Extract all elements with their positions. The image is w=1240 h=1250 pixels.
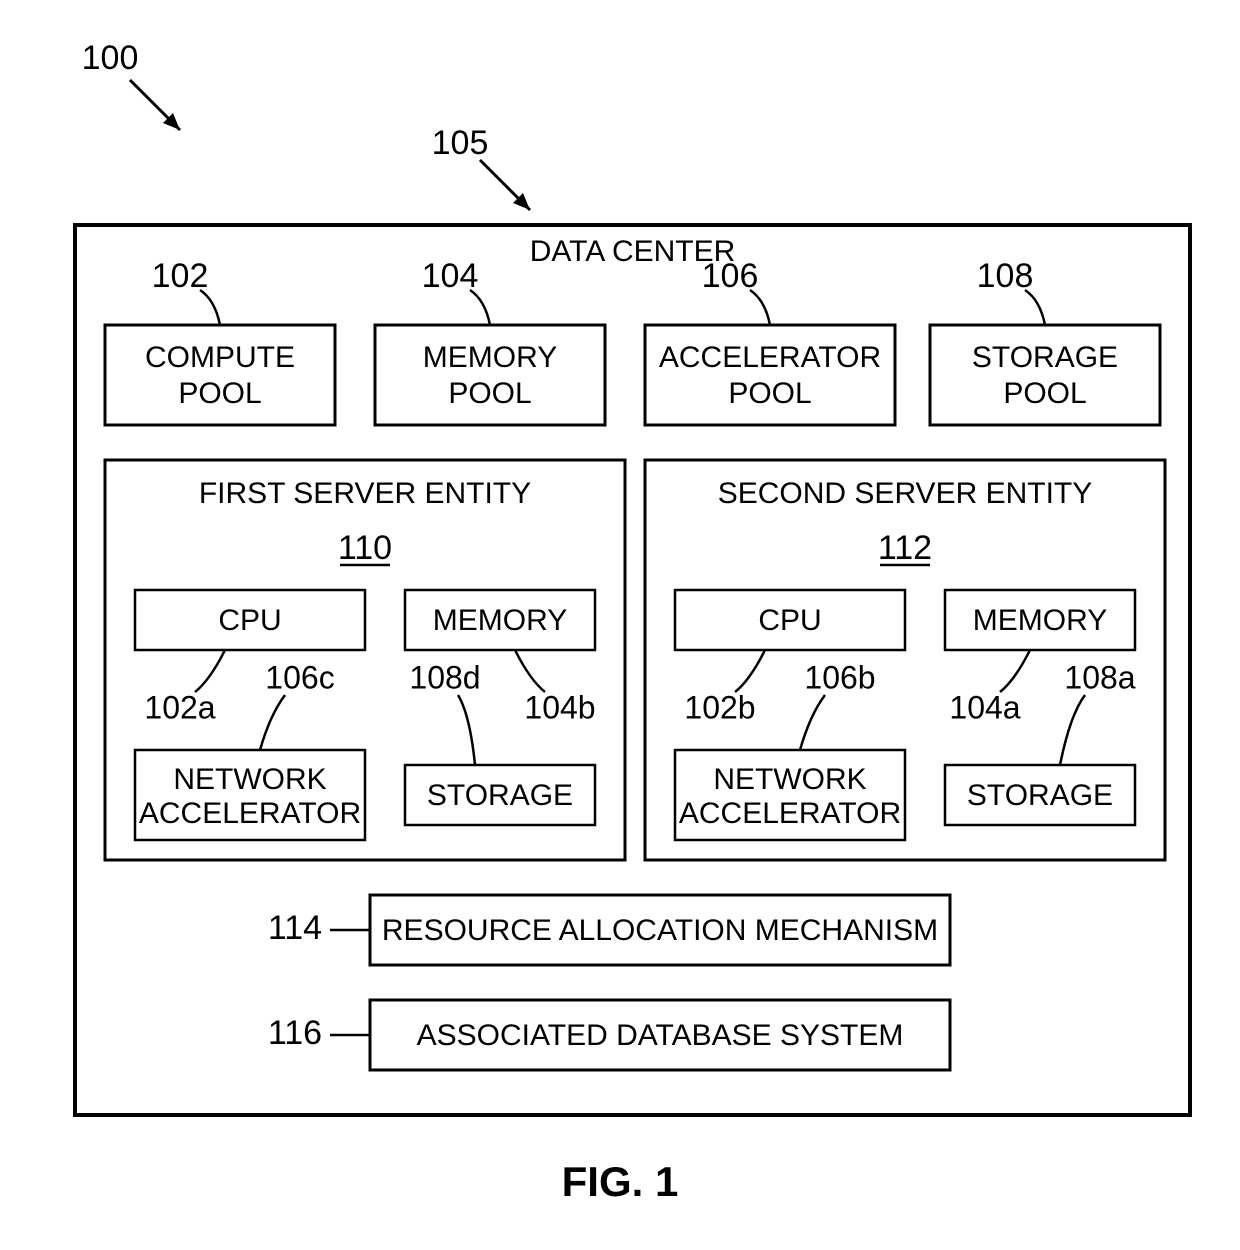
pool-storage-l1: STORAGE (972, 341, 1118, 374)
bottom-ram-label: RESOURCE ALLOCATION MECHANISM (382, 914, 938, 947)
server-first-r108d: 108d (409, 659, 480, 695)
server-first-title: FIRST SERVER ENTITY (199, 477, 531, 510)
server-first-memory-label: MEMORY (433, 604, 567, 637)
pool-memory-ref: 104 (422, 257, 479, 295)
ref-105: 105 (432, 124, 489, 162)
server-second-r108a: 108a (1064, 659, 1135, 695)
server-second-netacc-l2: ACCELERATOR (679, 797, 901, 830)
server-second-netacc-l1: NETWORK (713, 763, 866, 796)
pool-compute-ref: 102 (152, 257, 209, 295)
server-second-storage-label: STORAGE (967, 779, 1113, 812)
server-first-ref: 110 (338, 529, 392, 567)
server-first-r102a: 102a (144, 689, 215, 725)
server-second-cpu-label: CPU (758, 604, 821, 637)
pool-storage-l2: POOL (1003, 377, 1086, 410)
pool-memory-l1: MEMORY (423, 341, 557, 374)
server-first-r104b: 104b (524, 689, 595, 725)
pool-storage-ref: 108 (977, 257, 1034, 295)
bottom-db-ref: 116 (268, 1014, 322, 1052)
pool-accelerator-l2: POOL (728, 377, 811, 410)
pool-accelerator-ref: 106 (702, 257, 759, 295)
server-second-r102b: 102b (684, 689, 755, 725)
bottom-db-label: ASSOCIATED DATABASE SYSTEM (417, 1019, 904, 1052)
pool-memory-l2: POOL (448, 377, 531, 410)
server-first-netacc-l2: ACCELERATOR (139, 797, 361, 830)
server-first-cpu-label: CPU (218, 604, 281, 637)
server-first-netacc-l1: NETWORK (173, 763, 326, 796)
figure-caption: FIG. 1 (562, 1158, 679, 1205)
server-second-ref: 112 (878, 529, 932, 567)
server-second-memory-label: MEMORY (973, 604, 1107, 637)
server-first-storage-label: STORAGE (427, 779, 573, 812)
bottom-ram-ref: 114 (268, 909, 322, 947)
pool-compute-l2: POOL (178, 377, 261, 410)
patent-figure: 100105DATA CENTERCOMPUTEPOOL102MEMORYPOO… (0, 0, 1240, 1250)
server-second-r106b: 106b (804, 659, 875, 695)
pool-compute-l1: COMPUTE (145, 341, 295, 374)
server-second-title: SECOND SERVER ENTITY (718, 477, 1093, 510)
server-first-r106c: 106c (265, 659, 334, 695)
ref-100: 100 (82, 39, 139, 77)
server-second-r104a: 104a (949, 689, 1020, 725)
pool-accelerator-l1: ACCELERATOR (659, 341, 881, 374)
